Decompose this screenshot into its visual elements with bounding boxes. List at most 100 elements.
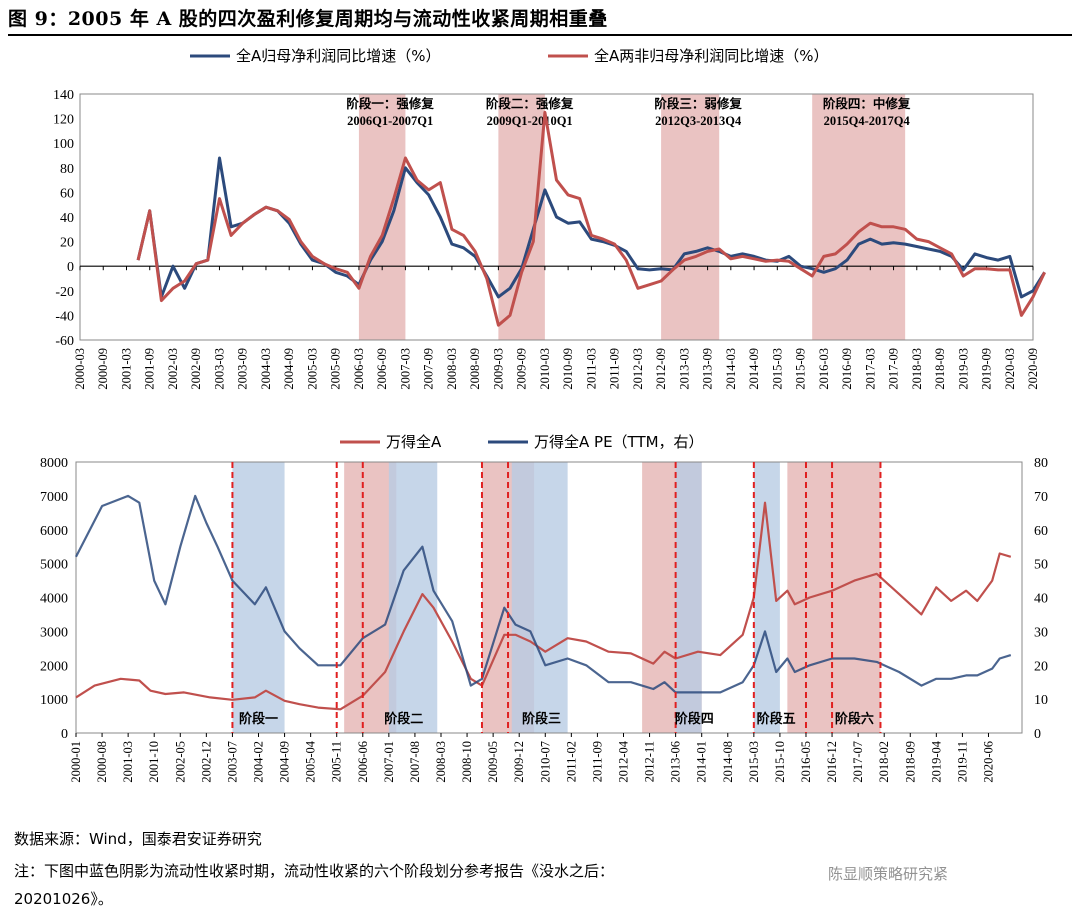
x-tick-label: 2019-04 [929,740,943,782]
x-tick-label: 2007-01 [382,741,396,783]
x-tick-label: 2007-09 [422,348,436,390]
legend-label-2: 全A两非归母净利润同比增速（%） [594,47,829,65]
x-tick-label: 2012-04 [616,740,630,782]
x-tick-label: 2006-06 [356,741,370,783]
shaded-period-3 [661,94,720,340]
period-range-2: 2009Q1-2010Q1 [487,114,573,128]
x-tick-label: 2002-05 [173,741,187,783]
x-tick-label: 2017-03 [863,348,877,390]
x-tick-label: 2003-09 [236,348,250,390]
x-tick-label: 2009-09 [515,348,529,390]
x-tick-label: 2002-09 [189,348,203,390]
y-tick-label: 120 [53,113,74,128]
y-right-tick-label: 70 [1034,490,1048,505]
x-tick-label: 2017-07 [851,741,865,783]
x-tick-label: 2011-02 [564,741,578,782]
x-tick-label: 2008-03 [445,348,459,390]
x-tick-label: 2008-10 [460,741,474,783]
x-tick-label: 2004-09 [278,741,292,783]
x-tick-label: 2003-07 [225,741,239,783]
x-tick-label: 2015-09 [794,348,808,390]
x-tick-label: 2014-03 [724,348,738,390]
x-tick-label: 2013-06 [669,741,683,783]
legend-label-1: 全A归母净利润同比增速（%） [236,47,441,65]
y-right-tick-label: 0 [1034,727,1041,742]
x-tick-label: 2016-03 [817,348,831,390]
blue-shade-3 [511,462,568,733]
period-label-1: 阶段一：强修复 [346,96,434,111]
x-tick-label: 2016-09 [840,348,854,390]
y-left-tick-label: 6000 [40,524,68,539]
y-left-tick-label: 4000 [40,592,68,607]
series-line-2 [75,494,1012,694]
watermark-text: 陈显顺策略研究紧 [828,865,949,883]
x-tick-label: 2005-11 [330,741,344,782]
x-tick-label: 2019-03 [956,348,970,390]
chart-wind-all-a-pe: 阶段一 阶段二 阶段三 阶段四 阶段五 阶段六 0 1000 2000 3000 4000 5000 6… [40,433,1048,783]
x-tick-label: 2006-03 [352,348,366,390]
x-tick-label: 2009-03 [491,348,505,390]
period-label-3: 阶段三：弱修复 [654,96,742,111]
title-divider [8,34,1072,36]
x-tick-label: 2018-09 [903,741,917,783]
y-left-tick-label: 2000 [40,659,68,674]
x-tick-label: 2005-09 [329,348,343,390]
x-tick-label: 2005-04 [304,740,318,782]
period-range-1: 2006Q1-2007Q1 [347,114,433,128]
x-tick-label: 2004-02 [251,741,265,783]
x-tick-label: 2007-03 [398,348,412,390]
x-tick-label: 2012-11 [643,741,657,782]
x-tick-label: 2014-01 [695,741,709,783]
series-line-1 [136,156,1046,299]
source-note: 数据来源：Wind，国泰君安证券研究 [14,830,262,848]
series-line-2 [136,110,1046,327]
x-tick-label: 2001-03 [121,741,135,783]
y-left-tick-label: 7000 [40,490,68,505]
y-tick-label: -20 [55,285,74,300]
period-range-4: 2015Q4-2017Q4 [824,114,911,128]
x-tick-label: 2005-03 [305,348,319,390]
y-tick-label: -40 [55,309,74,324]
y-tick-label: 20 [60,236,74,251]
y-left-tick-label: 5000 [40,558,68,573]
shaded-period-1 [358,94,406,340]
x-tick-label: 2000-09 [96,348,110,390]
y-right-tick-label: 20 [1034,659,1048,674]
phase-label-4: 阶段四 [675,711,714,726]
x-tick-label: 2011-09 [608,348,622,389]
x-tick-label: 2001-09 [143,348,157,390]
y-right-tick-label: 10 [1034,693,1048,708]
plot-frame [79,93,1034,341]
phase-label-6: 阶段六 [835,711,874,726]
period-range-3: 2012Q3-2013Q4 [655,114,742,128]
footnote-line-2: 20201026》。 [14,890,113,908]
x-tick-label: 2003-03 [212,348,226,390]
phase-label-3: 阶段三 [522,711,561,726]
y-left-tick-label: 8000 [40,456,68,471]
x-tick-label: 2004-03 [259,348,273,390]
red-shade-4 [787,462,881,733]
x-tick-label: 2014-09 [747,348,761,390]
red-shade-1 [344,462,397,733]
x-tick-label: 2000-03 [73,348,87,390]
x-tick-label: 2002-12 [199,741,213,783]
x-tick-label: 2016-12 [825,741,839,783]
x-tick-label: 2019-11 [955,741,969,782]
x-tick-label: 2018-09 [933,348,947,390]
x-tick-label: 2010-03 [538,348,552,390]
y-right-tick-label: 80 [1034,456,1048,471]
phase-label-1: 阶段一 [239,711,278,726]
x-tick-label: 2000-08 [95,741,109,783]
y-tick-label: 60 [60,186,74,201]
x-tick-label: 2018-02 [877,741,891,783]
footnote-line-1: 注：下图中蓝色阴影为流动性收紧时期，流动性收紧的六个阶段划分参考报告《没水之后： [14,862,615,880]
x-tick-label: 2016-05 [799,741,813,783]
phase-label-5: 阶段五 [757,711,796,726]
x-tick-label: 2018-03 [910,348,924,390]
x-tick-label: 2008-03 [434,741,448,783]
y-tick-label: 100 [53,137,74,152]
x-tick-label: 2015-03 [747,741,761,783]
x-tick-label: 2001-10 [147,741,161,783]
series-line-1 [75,501,1012,711]
x-tick-label: 2012-03 [631,348,645,390]
